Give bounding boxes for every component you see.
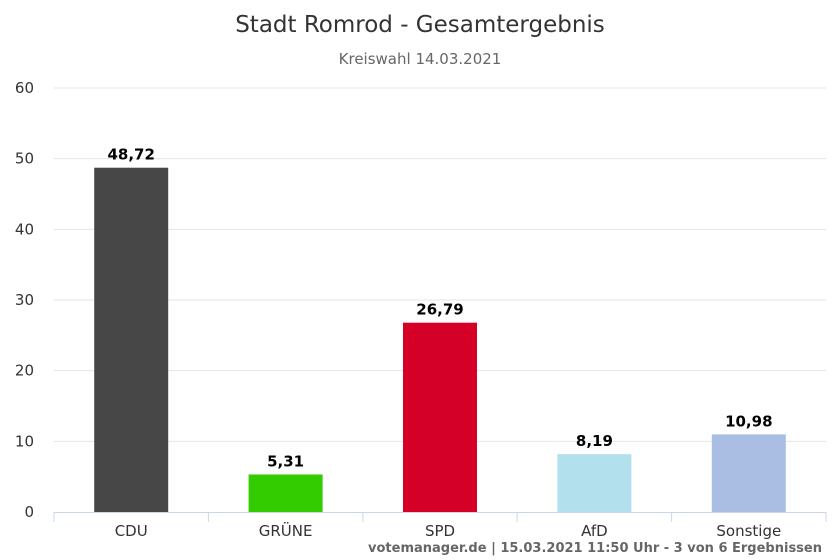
bar-afd[interactable] [557,454,632,512]
y-tick-label: 20 [15,362,34,380]
x-tick-label: SPD [425,522,455,540]
x-tick-label: GRÜNE [259,521,313,540]
bar-grüne[interactable] [248,474,323,512]
chart-title: Stadt Romrod - Gesamtergebnis [235,12,605,38]
data-labels: 48,72 5,31 26,79 8,19 10,98 [107,146,772,471]
x-axis: CDU GRÜNE SPD AfD Sonstige [53,512,827,540]
data-label: 8,19 [576,432,613,450]
data-label: 5,31 [267,452,304,470]
grid-lines [54,87,826,442]
y-tick-label: 60 [15,79,34,97]
y-axis-ticks: 0 10 20 30 40 50 60 [15,79,34,521]
y-tick-label: 50 [15,150,34,168]
x-tick-label: AfD [581,522,608,540]
bars [94,167,786,512]
bar-sonstige[interactable] [711,434,786,512]
chart-credits[interactable]: votemanager.de | 15.03.2021 11:50 Uhr - … [368,541,822,556]
y-tick-label: 10 [15,432,34,450]
y-tick-label: 0 [24,503,34,521]
y-tick-label: 40 [15,220,34,238]
x-tick-label: Sonstige [716,522,781,540]
data-label: 26,79 [416,301,463,319]
x-tick-label: CDU [115,522,148,540]
data-label: 48,72 [107,146,154,164]
y-tick-label: 30 [15,291,34,309]
bar-cdu[interactable] [94,167,169,512]
chart-subtitle: Kreiswahl 14.03.2021 [339,50,502,68]
bar-spd[interactable] [403,322,477,512]
data-label: 10,98 [725,412,772,430]
